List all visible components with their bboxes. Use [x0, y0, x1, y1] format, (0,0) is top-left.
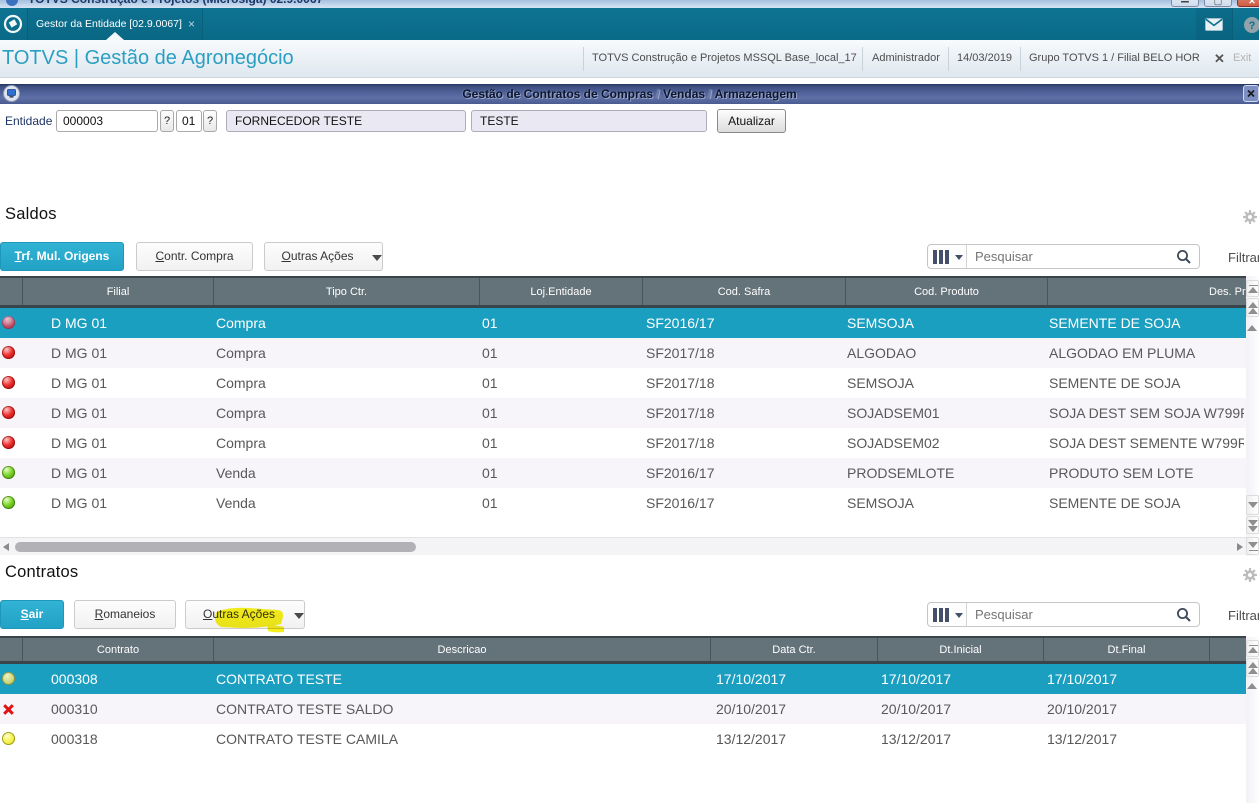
svg-text:?: ? — [1249, 20, 1256, 32]
